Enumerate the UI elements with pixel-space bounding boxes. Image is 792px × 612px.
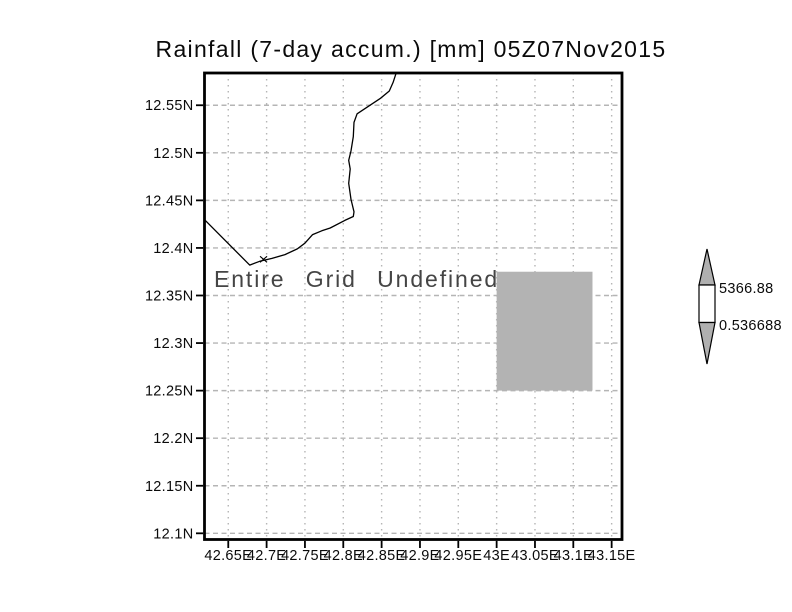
colorbar-range-band <box>698 284 716 324</box>
colorbar-max-label: 5366.88 <box>719 281 774 297</box>
x-axis-tick-label: 43.15E <box>588 548 636 564</box>
plot-frame <box>203 71 624 541</box>
y-axis-tick-label: 12.45N <box>145 193 194 209</box>
x-axis-tick-label: 43.1E <box>554 548 593 564</box>
y-axis-tick-label: 12.55N <box>145 98 194 114</box>
coastline-marker <box>259 255 268 263</box>
colorbar-below-range-arrow <box>698 321 716 365</box>
colorbar-min-label: 0.536688 <box>719 318 782 334</box>
x-axis-tick-label: 42.65E <box>204 548 252 564</box>
x-axis-tick-label: 42.7E <box>247 548 286 564</box>
page-title: Rainfall (7-day accum.) [mm] 05Z07Nov201… <box>155 36 667 62</box>
colorbar <box>698 248 716 365</box>
x-axis-tick-label: 43E <box>483 548 510 564</box>
y-axis-tick-label: 12.15N <box>145 479 194 495</box>
y-axis-tick-label: 12.5N <box>153 146 193 162</box>
y-axis-tick-label: 12.35N <box>145 289 194 305</box>
undefined-data-cell <box>496 271 593 391</box>
x-axis-tick-label: 42.9E <box>400 548 439 564</box>
x-axis-tick-label: 42.95E <box>434 548 482 564</box>
x-axis-tick-label: 43.05E <box>511 548 559 564</box>
y-axis-tick-label: 12.1N <box>153 526 193 542</box>
colorbar-above-range-arrow <box>698 248 716 286</box>
x-axis-tick-label: 42.8E <box>324 548 363 564</box>
axis-ticks <box>196 104 613 548</box>
coastline-path <box>204 73 397 266</box>
gridlines <box>204 73 622 540</box>
y-axis-tick-label: 12.2N <box>153 431 193 447</box>
grid-undefined-message: Entire Grid Undefined <box>214 266 500 292</box>
y-axis-tick-label: 12.3N <box>153 336 193 352</box>
y-axis-tick-label: 12.25N <box>145 384 194 400</box>
y-axis-tick-label: 12.4N <box>153 241 193 257</box>
x-axis-tick-label: 42.85E <box>358 548 406 564</box>
x-axis-tick-label: 42.75E <box>281 548 329 564</box>
